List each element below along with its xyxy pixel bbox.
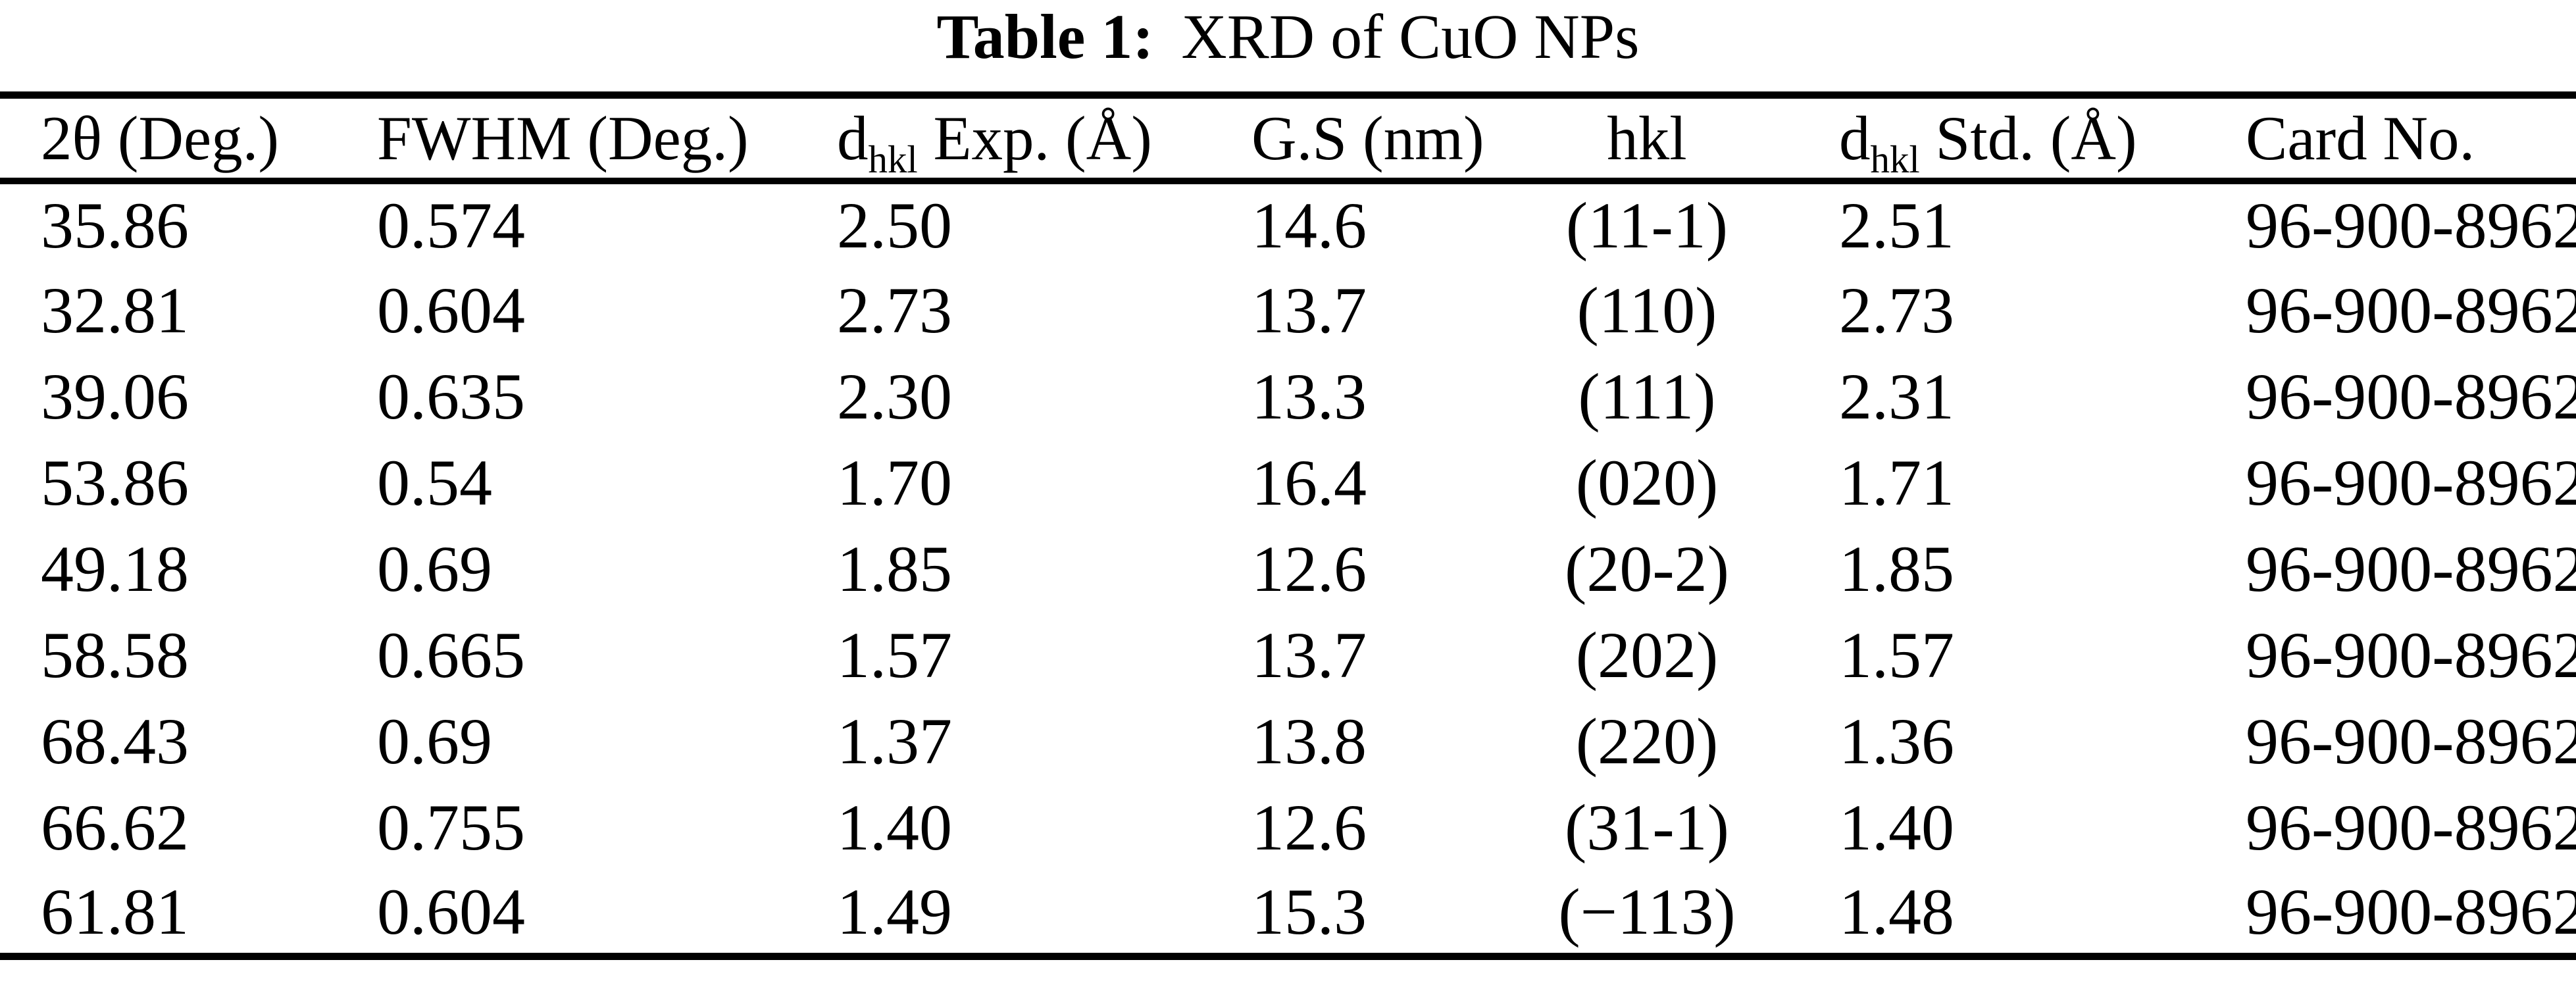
- cell-hkl: (020): [1575, 445, 1719, 519]
- table-row: 53.86 0.54 1.70 16.4 (020) 1.71 96-900-8…: [0, 440, 2576, 526]
- cell-2theta: 61.81: [41, 874, 189, 948]
- header-gs: G.S (nm): [1251, 103, 1484, 173]
- cell-gs: 12.6: [1251, 790, 1367, 864]
- cell-2theta: 39.06: [41, 359, 189, 433]
- cell-card-no: 96-900-8962: [2246, 790, 2576, 864]
- cell-gs: 13.3: [1251, 359, 1367, 433]
- cell-2theta: 53.86: [41, 445, 189, 519]
- cell-d-exp: 1.70: [837, 445, 952, 519]
- cell-fwhm: 0.665: [377, 618, 525, 692]
- cell-fwhm: 0.54: [377, 445, 492, 519]
- cell-gs: 16.4: [1251, 445, 1367, 519]
- cell-d-std: 1.85: [1839, 532, 1954, 605]
- cell-card-no: 96-900-8962: [2246, 445, 2576, 519]
- cell-d-exp: 1.49: [837, 874, 952, 948]
- cell-2theta: 32.81: [41, 273, 189, 347]
- cell-card-no: 96-900-8962: [2246, 359, 2576, 433]
- cell-fwhm: 0.635: [377, 359, 525, 433]
- table-row: 39.06 0.635 2.30 13.3 (111) 2.31 96-900-…: [0, 353, 2576, 440]
- header-d-std: dhkl Std. (Å): [1839, 103, 2137, 181]
- header-2theta: 2θ (Deg.): [41, 103, 280, 173]
- cell-d-exp: 2.73: [837, 273, 952, 347]
- xrd-table: 2θ (Deg.) FWHM (Deg.) dhkl Exp. (Å) G.S …: [0, 91, 2576, 960]
- cell-2theta: 68.43: [41, 704, 189, 778]
- cell-d-std: 1.48: [1839, 874, 1954, 948]
- cell-d-std: 1.36: [1839, 704, 1954, 778]
- cell-fwhm: 0.755: [377, 790, 525, 864]
- table-row: 58.58 0.665 1.57 13.7 (202) 1.57 96-900-…: [0, 612, 2576, 698]
- cell-card-no: 96-900-8962: [2246, 189, 2576, 262]
- table-row: 66.62 0.755 1.40 12.6 (31-1) 1.40 96-900…: [0, 784, 2576, 871]
- header-d-exp: dhkl Exp. (Å): [837, 103, 1152, 181]
- table-row: 35.86 0.574 2.50 14.6 (11-1) 2.51 96-900…: [0, 181, 2576, 267]
- cell-hkl: (220): [1575, 704, 1719, 778]
- table-row: 49.18 0.69 1.85 12.6 (20-2) 1.85 96-900-…: [0, 526, 2576, 612]
- cell-hkl: (20-2): [1565, 532, 1729, 605]
- table-row: 61.81 0.604 1.49 15.3 (−113) 1.48 96-900…: [0, 871, 2576, 957]
- table-caption: Table 1: XRD of CuO NPs: [0, 0, 2576, 91]
- cell-fwhm: 0.574: [377, 189, 525, 262]
- cell-card-no: 96-900-8962: [2246, 874, 2576, 948]
- table-row: 68.43 0.69 1.37 13.8 (220) 1.36 96-900-8…: [0, 698, 2576, 784]
- header-hkl: hkl: [1607, 103, 1687, 173]
- header-fwhm: FWHM (Deg.): [377, 103, 749, 173]
- cell-fwhm: 0.69: [377, 532, 492, 605]
- cell-gs: 13.8: [1251, 704, 1367, 778]
- d-exp-subscript: hkl: [868, 138, 918, 181]
- cell-d-exp: 1.57: [837, 618, 952, 692]
- cell-2theta: 49.18: [41, 532, 189, 605]
- cell-2theta: 35.86: [41, 189, 189, 262]
- table-body: 35.86 0.574 2.50 14.6 (11-1) 2.51 96-900…: [0, 181, 2576, 957]
- header-row: 2θ (Deg.) FWHM (Deg.) dhkl Exp. (Å) G.S …: [0, 95, 2576, 181]
- cell-hkl: (31-1): [1565, 790, 1729, 864]
- header-card-no: Card No.: [2246, 103, 2475, 173]
- cell-d-exp: 1.37: [837, 704, 952, 778]
- cell-d-exp: 2.30: [837, 359, 952, 433]
- cell-d-std: 2.31: [1839, 359, 1954, 433]
- cell-hkl: (202): [1575, 618, 1719, 692]
- cell-gs: 13.7: [1251, 273, 1367, 347]
- cell-card-no: 96-900-8962: [2246, 532, 2576, 605]
- cell-d-exp: 1.40: [837, 790, 952, 864]
- cell-fwhm: 0.69: [377, 704, 492, 778]
- cell-gs: 14.6: [1251, 189, 1367, 262]
- cell-gs: 15.3: [1251, 874, 1367, 948]
- cell-2theta: 66.62: [41, 790, 189, 864]
- cell-d-std: 1.71: [1839, 445, 1954, 519]
- cell-d-std: 2.51: [1839, 189, 1954, 262]
- cell-fwhm: 0.604: [377, 874, 525, 948]
- table-header: 2θ (Deg.) FWHM (Deg.) dhkl Exp. (Å) G.S …: [0, 95, 2576, 181]
- table-caption-label: Table 1:: [936, 1, 1154, 72]
- table-caption-text: XRD of CuO NPs: [1181, 1, 1640, 72]
- d-std-subscript: hkl: [1870, 138, 1920, 181]
- table-row: 32.81 0.604 2.73 13.7 (110) 2.73 96-900-…: [0, 267, 2576, 353]
- cell-d-std: 1.57: [1839, 618, 1954, 692]
- cell-d-exp: 2.50: [837, 189, 952, 262]
- cell-hkl: (−113): [1558, 874, 1736, 948]
- cell-gs: 12.6: [1251, 532, 1367, 605]
- cell-card-no: 96-900-8962: [2246, 704, 2576, 778]
- cell-hkl: (110): [1577, 273, 1717, 347]
- cell-2theta: 58.58: [41, 618, 189, 692]
- cell-card-no: 96-900-8962: [2246, 273, 2576, 347]
- cell-card-no: 96-900-8962: [2246, 618, 2576, 692]
- cell-hkl: (11-1): [1565, 189, 1729, 262]
- cell-d-std: 2.73: [1839, 273, 1954, 347]
- cell-hkl: (111): [1578, 359, 1716, 433]
- cell-fwhm: 0.604: [377, 273, 525, 347]
- cell-gs: 13.7: [1251, 618, 1367, 692]
- cell-d-exp: 1.85: [837, 532, 952, 605]
- cell-d-std: 1.40: [1839, 790, 1954, 864]
